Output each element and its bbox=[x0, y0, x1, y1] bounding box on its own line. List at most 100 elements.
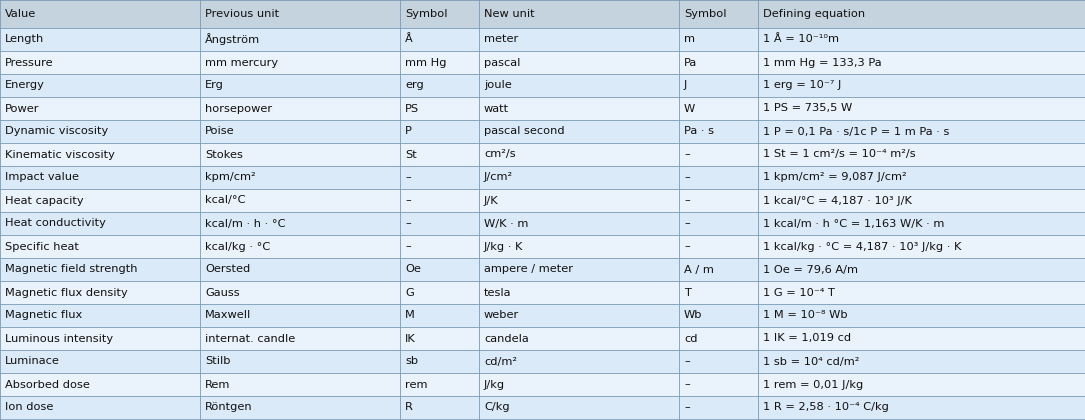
Bar bbox=[0, 350, 200, 373]
Bar bbox=[400, 120, 478, 143]
Text: 1 M = 10⁻⁸ Wb: 1 M = 10⁻⁸ Wb bbox=[763, 310, 847, 320]
Bar bbox=[679, 212, 758, 235]
Text: Magnetic flux density: Magnetic flux density bbox=[5, 288, 128, 297]
Bar bbox=[478, 373, 679, 396]
Text: Maxwell: Maxwell bbox=[205, 310, 252, 320]
Bar bbox=[478, 304, 679, 327]
Text: New unit: New unit bbox=[484, 9, 535, 19]
Bar bbox=[400, 97, 478, 120]
Bar bbox=[200, 258, 400, 281]
Text: Erg: Erg bbox=[205, 81, 224, 90]
Text: 1 IK = 1,019 cd: 1 IK = 1,019 cd bbox=[763, 333, 851, 344]
Text: rem: rem bbox=[405, 380, 427, 389]
Bar bbox=[400, 304, 478, 327]
Bar bbox=[400, 143, 478, 166]
Text: J/kg: J/kg bbox=[484, 380, 506, 389]
Bar bbox=[200, 0, 400, 28]
Text: joule: joule bbox=[484, 81, 512, 90]
Text: Impact value: Impact value bbox=[5, 173, 79, 183]
Text: mm Hg: mm Hg bbox=[405, 58, 447, 68]
Text: PS: PS bbox=[405, 103, 419, 113]
Bar bbox=[478, 74, 679, 97]
Text: erg: erg bbox=[405, 81, 424, 90]
Bar bbox=[679, 120, 758, 143]
Text: W: W bbox=[684, 103, 695, 113]
Bar bbox=[478, 258, 679, 281]
Bar bbox=[400, 373, 478, 396]
Text: Energy: Energy bbox=[5, 81, 44, 90]
Text: Heat capacity: Heat capacity bbox=[5, 195, 84, 205]
Text: horsepower: horsepower bbox=[205, 103, 272, 113]
Text: –: – bbox=[684, 241, 690, 252]
Text: –: – bbox=[405, 195, 411, 205]
Text: Value: Value bbox=[5, 9, 36, 19]
Bar bbox=[758, 166, 1085, 189]
Bar bbox=[200, 120, 400, 143]
Text: kcal/°C: kcal/°C bbox=[205, 195, 245, 205]
Bar bbox=[679, 258, 758, 281]
Text: –: – bbox=[405, 218, 411, 228]
Bar bbox=[200, 281, 400, 304]
Text: watt: watt bbox=[484, 103, 509, 113]
Text: 1 kcal/kg · °C = 4,187 · 10³ J/kg · K: 1 kcal/kg · °C = 4,187 · 10³ J/kg · K bbox=[763, 241, 961, 252]
Bar bbox=[758, 235, 1085, 258]
Text: 1 St = 1 cm²/s = 10⁻⁴ m²/s: 1 St = 1 cm²/s = 10⁻⁴ m²/s bbox=[763, 150, 916, 160]
Bar bbox=[679, 166, 758, 189]
Bar bbox=[400, 212, 478, 235]
Bar bbox=[400, 235, 478, 258]
Bar bbox=[679, 51, 758, 74]
Bar bbox=[758, 97, 1085, 120]
Bar bbox=[758, 281, 1085, 304]
Bar bbox=[200, 74, 400, 97]
Bar bbox=[478, 51, 679, 74]
Text: Oe: Oe bbox=[405, 265, 421, 275]
Bar bbox=[200, 97, 400, 120]
Bar bbox=[758, 258, 1085, 281]
Text: Previous unit: Previous unit bbox=[205, 9, 279, 19]
Text: Power: Power bbox=[5, 103, 39, 113]
Bar bbox=[758, 304, 1085, 327]
Bar bbox=[478, 0, 679, 28]
Bar bbox=[758, 396, 1085, 419]
Text: Magnetic field strength: Magnetic field strength bbox=[5, 265, 138, 275]
Text: Wb: Wb bbox=[684, 310, 702, 320]
Text: 1 kcal/°C = 4,187 · 10³ J/K: 1 kcal/°C = 4,187 · 10³ J/K bbox=[763, 195, 911, 205]
Text: Luminous intensity: Luminous intensity bbox=[5, 333, 113, 344]
Text: R: R bbox=[405, 402, 413, 412]
Text: cd: cd bbox=[684, 333, 698, 344]
Text: J/kg · K: J/kg · K bbox=[484, 241, 523, 252]
Text: 1 kpm/cm² = 9,087 J/cm²: 1 kpm/cm² = 9,087 J/cm² bbox=[763, 173, 907, 183]
Text: –: – bbox=[684, 402, 690, 412]
Bar bbox=[758, 327, 1085, 350]
Text: Pa · s: Pa · s bbox=[684, 126, 714, 136]
Bar bbox=[478, 97, 679, 120]
Bar bbox=[758, 74, 1085, 97]
Text: Symbol: Symbol bbox=[684, 9, 727, 19]
Text: 1 Å = 10⁻¹⁰m: 1 Å = 10⁻¹⁰m bbox=[763, 34, 839, 45]
Bar bbox=[679, 281, 758, 304]
Bar bbox=[200, 143, 400, 166]
Text: IK: IK bbox=[405, 333, 416, 344]
Bar bbox=[400, 189, 478, 212]
Text: Poise: Poise bbox=[205, 126, 234, 136]
Bar bbox=[679, 304, 758, 327]
Bar bbox=[758, 189, 1085, 212]
Text: 1 PS = 735,5 W: 1 PS = 735,5 W bbox=[763, 103, 852, 113]
Text: –: – bbox=[684, 218, 690, 228]
Text: M: M bbox=[405, 310, 414, 320]
Text: Dynamic viscosity: Dynamic viscosity bbox=[5, 126, 108, 136]
Bar bbox=[0, 143, 200, 166]
Text: T: T bbox=[684, 288, 691, 297]
Bar bbox=[400, 327, 478, 350]
Text: –: – bbox=[405, 173, 411, 183]
Bar bbox=[200, 373, 400, 396]
Bar bbox=[679, 0, 758, 28]
Bar bbox=[200, 189, 400, 212]
Text: kcal/m · h · °C: kcal/m · h · °C bbox=[205, 218, 285, 228]
Bar bbox=[478, 212, 679, 235]
Text: Absorbed dose: Absorbed dose bbox=[5, 380, 90, 389]
Text: Gauss: Gauss bbox=[205, 288, 240, 297]
Text: 1 erg = 10⁻⁷ J: 1 erg = 10⁻⁷ J bbox=[763, 81, 841, 90]
Bar bbox=[400, 166, 478, 189]
Text: kpm/cm²: kpm/cm² bbox=[205, 173, 256, 183]
